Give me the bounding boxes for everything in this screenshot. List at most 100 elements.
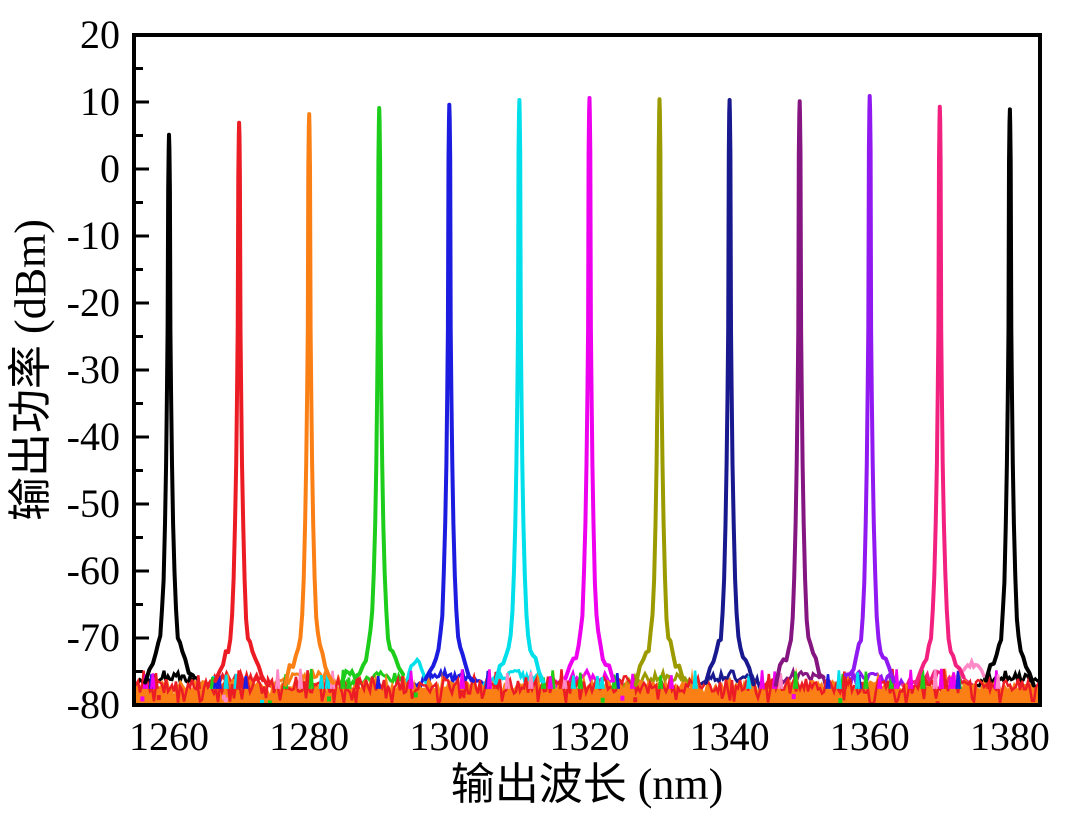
noise-speck (558, 669, 565, 689)
noise-speck (150, 673, 156, 690)
noise-speck (668, 675, 675, 690)
noise-speck (599, 676, 605, 690)
x-axis-title: 输出波长 (nm) (451, 760, 724, 809)
y-tick-label: 10 (80, 79, 120, 124)
x-tick-label: 1360 (830, 714, 910, 759)
noise-speck (304, 670, 311, 689)
noise-speck (195, 675, 202, 690)
series-peak-1290 (353, 106, 406, 679)
noise-band (134, 666, 1040, 705)
band-speck (140, 696, 145, 702)
noise-speck (547, 676, 554, 690)
noise-speck (274, 669, 281, 689)
noise-speck (629, 673, 636, 690)
noise-speck (766, 673, 772, 690)
band-speck (838, 698, 843, 703)
noise-speck (209, 676, 216, 690)
series-peak-1370 (914, 104, 966, 686)
noise-speck (570, 675, 577, 690)
noise-speck (854, 672, 861, 690)
band-speck (620, 695, 625, 701)
noise-speck (759, 670, 765, 690)
noise-speck (611, 674, 617, 690)
noise-speck (657, 675, 664, 690)
y-tick-label: -10 (67, 213, 120, 258)
noise-speck (938, 668, 945, 689)
series-peak-1270 (213, 120, 265, 683)
series-peak-1350 (773, 99, 826, 687)
noise-speck (841, 671, 848, 690)
band-speck (260, 699, 264, 705)
x-tick-label: 1340 (690, 714, 770, 759)
noise-speck (777, 673, 784, 690)
y-tick-label: 20 (80, 12, 120, 57)
noise-speck (893, 669, 900, 689)
noise-speck (340, 669, 346, 689)
y-tick-label: -60 (67, 548, 120, 593)
noise-speck (375, 675, 381, 690)
band-speck (791, 694, 796, 700)
noise-speck (235, 670, 242, 690)
y-tick-label: -50 (67, 481, 120, 526)
band-speck (327, 696, 331, 702)
noise-speck (907, 669, 914, 689)
x-tick-label: 1320 (549, 714, 629, 759)
noise-speck (836, 670, 842, 690)
plot-data (134, 94, 1040, 705)
noise-speck (308, 668, 314, 689)
series-peak-1280 (283, 112, 335, 687)
plot-frame (132, 33, 1042, 707)
noise-speck (932, 669, 938, 689)
noise-speck (318, 674, 325, 690)
band-speck (413, 692, 418, 698)
noise-speck (504, 672, 511, 690)
series-peak-1360 (843, 94, 896, 684)
noise-speck (825, 674, 831, 690)
x-tick-label: 1280 (269, 714, 349, 759)
axis-ticks (134, 33, 1012, 707)
series-peak-1380 (984, 107, 1036, 688)
noise-speck (594, 675, 601, 690)
series-peak-1310 (493, 98, 546, 685)
noise-speck (876, 676, 883, 690)
noise-bump (403, 656, 429, 690)
noise-speck (346, 677, 352, 690)
noise-speck (995, 674, 1001, 690)
noise-speck (863, 671, 869, 690)
band-speck (221, 694, 226, 700)
y-tick-label: -20 (67, 280, 120, 325)
noise-speck (297, 668, 304, 689)
series-peak-1260 (143, 132, 195, 685)
noise-speck (408, 670, 414, 690)
noise-speck (223, 674, 229, 690)
x-tick-label: 1380 (970, 714, 1050, 759)
series-peak-1300 (423, 102, 476, 683)
noise-speck (486, 669, 493, 689)
y-tick-label: -40 (67, 414, 120, 459)
noise-speck (243, 675, 249, 690)
noise-speck (948, 676, 954, 690)
noise-speck (746, 675, 752, 690)
noise-speck (459, 672, 466, 690)
band-speck (267, 700, 272, 705)
x-tick-label: 1260 (129, 714, 209, 759)
band-speck (156, 695, 161, 701)
y-tick-label: -80 (67, 682, 120, 727)
band-speck (600, 697, 605, 703)
band-speck (633, 697, 638, 703)
band-speck (223, 697, 228, 703)
noise-speck (792, 671, 799, 690)
x-tick-label: 1300 (409, 714, 489, 759)
noise-speck (528, 671, 534, 690)
y-tick-label: -70 (67, 615, 120, 660)
noise-speck (955, 670, 961, 690)
series-peak-1320 (563, 96, 616, 683)
noise-speck (577, 672, 584, 690)
y-tick-label: 0 (100, 146, 120, 191)
series-peak-1340 (703, 98, 756, 687)
series-peak-1330 (633, 97, 686, 687)
y-tick-label: -30 (67, 347, 120, 392)
